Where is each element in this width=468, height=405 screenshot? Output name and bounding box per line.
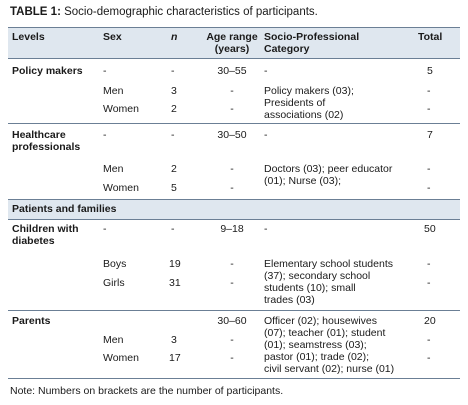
row-policy-total: 5: [427, 65, 433, 77]
row-policy-women-age: -: [230, 103, 234, 115]
row-children-boys-total: -: [427, 258, 431, 270]
row-children-category: -: [264, 223, 268, 235]
row-healthcare-women-age: -: [230, 182, 234, 194]
header-age-line1: Age range: [206, 31, 258, 43]
row-healthcare-category: -: [264, 129, 268, 141]
row-children-girls-n: 31: [169, 277, 181, 289]
row-children-category-line2: (37); secondary school: [264, 270, 371, 282]
row-policy-men-age: -: [230, 85, 234, 97]
row-healthcare-men-age: -: [230, 163, 234, 175]
header-levels: Levels: [12, 31, 45, 43]
row-parents-women-n: 17: [169, 352, 181, 364]
row-parents-women-age: -: [230, 352, 234, 364]
section-patients-families: Patients and families: [12, 203, 117, 215]
row-healthcare-men-n: 2: [171, 163, 177, 175]
table-caption-text: Socio-demographic characteristics of par…: [60, 6, 318, 18]
row-healthcare-level-line2: professionals: [12, 141, 81, 153]
row-parents-total: 20: [424, 315, 436, 327]
row-healthcare-men-sex: Men: [103, 163, 124, 175]
table-bottom-rule: [8, 378, 460, 379]
row-healthcare-women-total: -: [427, 182, 431, 194]
row-parents-men-sex: Men: [103, 334, 124, 346]
row-policy-category: -: [264, 65, 268, 77]
row-healthcare-women-sex: Women: [103, 182, 139, 194]
row-policy-men-category: Policy makers (03);: [264, 85, 354, 97]
row-parents-women-sex: Women: [103, 352, 139, 364]
row-children-girls-total: -: [427, 277, 431, 289]
row-parents-category-line4: pastor (01); trade (02);: [264, 351, 370, 363]
row-parents-category-line3: (01); seamstress (03);: [264, 339, 367, 351]
header-category-line1: Socio-Professional: [264, 31, 360, 43]
row-policy-level: Policy makers: [12, 65, 83, 77]
row-children-category-line4: trades (03): [264, 294, 315, 306]
row-parents-women-total: -: [427, 352, 431, 364]
table-caption-label: TABLE 1:: [10, 6, 61, 18]
row-children-level-line2: diabetes: [12, 235, 55, 247]
row-children-sex: -: [103, 223, 107, 235]
row-healthcare-age: 30–50: [217, 129, 247, 141]
table-footnote: Note: Numbers on brackets are the number…: [10, 385, 284, 397]
row-children-n: -: [171, 223, 175, 235]
row-children-girls-age: -: [230, 277, 234, 289]
row-healthcare-total: 7: [427, 129, 433, 141]
row-policy-women-category-line2: associations (02): [264, 109, 344, 121]
row-children-girls-sex: Girls: [103, 277, 125, 289]
row-policy-women-n: 2: [171, 103, 177, 115]
section-band-patients: [8, 199, 460, 219]
row-parents-men-n: 3: [171, 334, 177, 346]
table-top-rule: [8, 27, 460, 28]
row-parents-category-line5: civil servant (02); nurse (01): [264, 363, 395, 375]
row-healthcare-men-category-line2: (01); Nurse (03);: [264, 175, 342, 187]
row-healthcare-men-category-line1: Doctors (03); peer educator: [264, 163, 393, 175]
row-children-boys-sex: Boys: [103, 258, 127, 270]
rule-before-parents: [8, 310, 460, 311]
row-children-category-line1: Elementary school students: [264, 258, 393, 270]
rule-before-patients: [8, 199, 460, 200]
row-policy-age: 30–55: [217, 65, 247, 77]
row-children-total: 50: [424, 223, 436, 235]
row-children-boys-age: -: [230, 258, 234, 270]
row-policy-men-n: 3: [171, 85, 177, 97]
row-policy-men-total: -: [427, 85, 431, 97]
header-n: n: [171, 31, 178, 43]
row-parents-men-age: -: [230, 334, 234, 346]
header-age-line2: (years): [214, 43, 250, 55]
row-policy-women-total: -: [427, 103, 431, 115]
row-policy-n: -: [171, 65, 175, 77]
header-row-background: [8, 28, 460, 58]
table-caption: TABLE 1: Socio-demographic characteristi…: [10, 6, 318, 18]
row-children-level-line1: Children with: [12, 223, 79, 235]
row-parents-men-total: -: [427, 334, 431, 346]
row-children-category-line3: students (10); small: [264, 282, 356, 294]
header-category-line2: Category: [264, 43, 310, 55]
row-parents-age: 30–60: [217, 315, 247, 327]
header-sex: Sex: [103, 31, 122, 43]
row-parents-category-line1: Officer (02); housewives: [264, 315, 378, 327]
row-healthcare-men-total: -: [427, 163, 431, 175]
row-parents-category-line2: (07); teacher (01); student: [264, 327, 386, 339]
header-total: Total: [418, 31, 443, 43]
row-children-age: 9–18: [220, 223, 244, 235]
row-healthcare-level-line1: Healthcare: [12, 129, 66, 141]
row-healthcare-sex: -: [103, 129, 107, 141]
row-children-boys-n: 19: [169, 258, 181, 270]
row-policy-women-sex: Women: [103, 103, 139, 115]
row-policy-men-sex: Men: [103, 85, 124, 97]
row-healthcare-women-n: 5: [171, 182, 177, 194]
row-policy-women-category-line1: Presidents of: [264, 97, 326, 109]
row-healthcare-n: -: [171, 129, 175, 141]
header-bottom-rule: [8, 58, 460, 59]
rule-after-patients-heading: [8, 219, 460, 220]
row-policy-sex: -: [103, 65, 107, 77]
rule-after-policy: [8, 123, 460, 124]
row-parents-level: Parents: [12, 315, 51, 327]
